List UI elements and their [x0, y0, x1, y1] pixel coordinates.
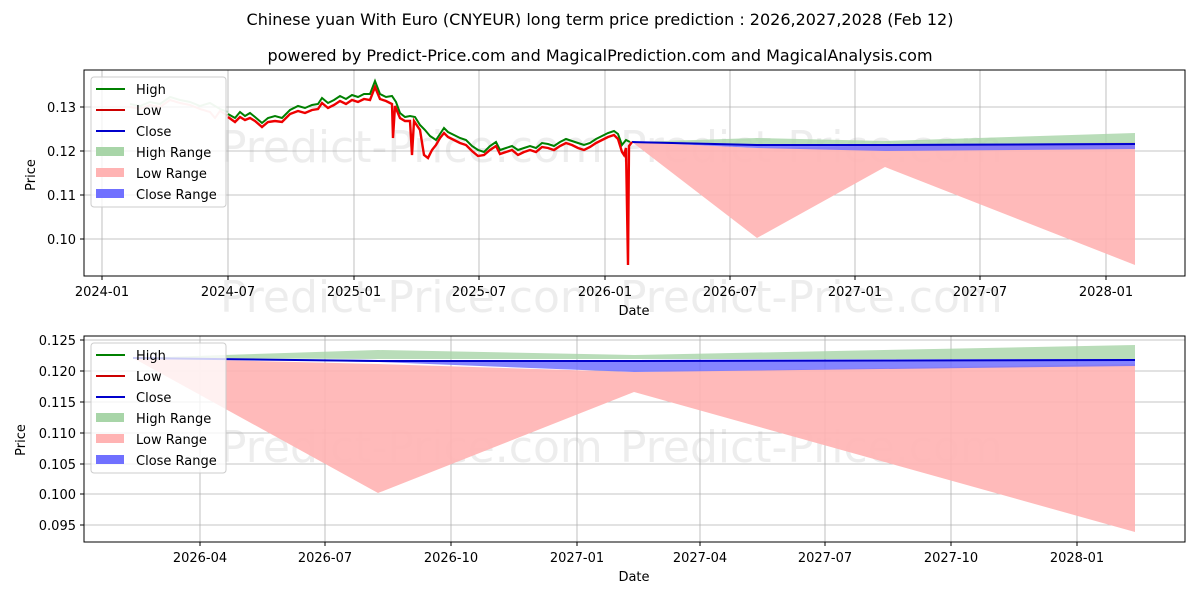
- legend-high-range-swatch: [96, 413, 124, 422]
- top-chart: Predict-Price.com Predict-Price.com Pred…: [24, 69, 1186, 323]
- x-tick-label: 2028-01: [1050, 551, 1104, 566]
- legend-label: Close Range: [136, 188, 217, 203]
- bottom-x-axis-label: Date: [618, 570, 649, 585]
- top-legend: High Low Close High Range Low Range Clos…: [90, 76, 227, 208]
- y-tick-label: 0.10: [47, 233, 76, 248]
- y-tick-label: 0.13: [47, 101, 76, 116]
- bottom-y-axis: 0.125 0.120 0.115 0.110 0.105 0.100 0.09…: [39, 334, 84, 534]
- x-tick-label: 2027-07: [953, 285, 1007, 300]
- top-x-axis: 2024-01 2024-07 2025-01 2025-07 2026-01 …: [75, 276, 1133, 300]
- x-tick-label: 2024-01: [75, 285, 129, 300]
- top-y-axis: 0.13 0.12 0.11 0.10: [47, 101, 84, 248]
- legend-label: Low: [136, 370, 162, 385]
- legend-label: High Range: [136, 146, 211, 161]
- high-range-area: [632, 133, 1135, 146]
- x-tick-label: 2027-10: [924, 551, 978, 566]
- y-tick-label: 0.125: [39, 334, 76, 349]
- bottom-chart: Predict-Price.com Predict-Price.com: [14, 334, 1186, 585]
- close-line: [631, 141, 1136, 146]
- legend-label: Close: [136, 125, 171, 140]
- top-y-axis-label: Price: [24, 159, 39, 191]
- legend-label: Low Range: [136, 433, 207, 448]
- x-tick-label: 2027-04: [673, 551, 727, 566]
- top-plot-frame: [83, 69, 1186, 277]
- high-line: [227, 78, 631, 154]
- x-tick-label: 2027-01: [828, 285, 882, 300]
- legend-label: High Range: [136, 412, 211, 427]
- legend-label: Close: [136, 391, 171, 406]
- y-tick-label: 0.115: [39, 396, 76, 411]
- x-tick-label: 2027-07: [798, 551, 852, 566]
- y-tick-label: 0.12: [47, 145, 76, 160]
- legend-close-range-swatch: [96, 455, 124, 464]
- low-range-area: [632, 142, 1135, 265]
- x-tick-label: 2026-10: [424, 551, 478, 566]
- x-tick-label: 2026-07: [703, 285, 757, 300]
- bottom-plot-frame: [83, 335, 1186, 543]
- legend-label: High: [136, 83, 166, 98]
- bottom-y-axis-label: Price: [14, 424, 29, 456]
- x-tick-label: 2025-01: [327, 285, 381, 300]
- legend-label: Close Range: [136, 454, 217, 469]
- y-tick-label: 0.105: [39, 458, 76, 473]
- legend-label: Low: [136, 104, 162, 119]
- legend-low-range-swatch: [96, 434, 124, 443]
- y-tick-label: 0.110: [39, 427, 76, 442]
- x-tick-label: 2025-07: [452, 285, 506, 300]
- y-tick-label: 0.100: [39, 488, 76, 503]
- legend-high-range-swatch: [96, 147, 124, 156]
- legend-label: High: [136, 349, 166, 364]
- high-range-area: [133, 345, 1135, 359]
- watermark: Predict-Price.com: [220, 272, 603, 323]
- x-tick-label: 2024-07: [201, 285, 255, 300]
- bottom-legend: High Low Close High Range Low Range Clos…: [90, 342, 227, 474]
- legend-close-range-swatch: [96, 189, 124, 198]
- x-tick-label: 2028-01: [1079, 285, 1133, 300]
- legend-low-range-swatch: [96, 168, 124, 177]
- x-tick-label: 2026-07: [298, 551, 352, 566]
- y-tick-label: 0.095: [39, 519, 76, 534]
- x-tick-label: 2026-01: [578, 285, 632, 300]
- low-range-area: [133, 358, 1135, 532]
- close-line: [132, 357, 1136, 362]
- low-line: [227, 83, 633, 266]
- x-tick-label: 2027-01: [550, 551, 604, 566]
- watermark: Predict-Price.com: [620, 272, 1003, 323]
- top-x-axis-label: Date: [618, 304, 649, 319]
- legend-label: Low Range: [136, 167, 207, 182]
- y-tick-label: 0.11: [47, 189, 76, 204]
- bottom-x-axis: 2026-04 2026-07 2026-10 2027-01 2027-04 …: [173, 542, 1104, 566]
- chart-title: Chinese yuan With Euro (CNYEUR) long ter…: [246, 10, 954, 29]
- x-tick-label: 2026-04: [173, 551, 227, 566]
- chart-subtitle: powered by Predict-Price.com and Magical…: [267, 46, 933, 65]
- y-tick-label: 0.120: [39, 365, 76, 380]
